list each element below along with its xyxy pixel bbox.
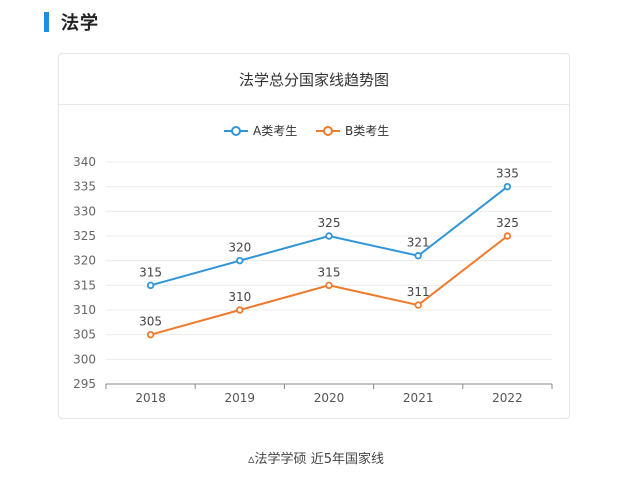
x-tick-label: 2020 [314,391,345,405]
legend-label[interactable]: B类考生 [345,124,389,138]
section-title: 法学 [61,13,99,34]
data-label: 315 [139,265,162,279]
x-tick-label: 2021 [403,391,434,405]
y-tick-label: 320 [73,254,96,268]
data-point[interactable] [414,252,422,260]
data-label: 310 [228,290,251,304]
section-header: 法学 [44,10,99,34]
x-tick-label: 2022 [492,391,523,405]
data-label: 311 [407,285,430,299]
y-tick-label: 325 [73,229,96,243]
chart-title: 法学总分国家线趋势图 [238,70,389,89]
data-point[interactable] [236,306,244,314]
line-chart: 295 300 305 310 315 320 325 330 335 340 2018 2019 20… [73,124,553,405]
data-label: 335 [496,167,519,181]
y-tick-label: 305 [73,328,96,342]
data-label: 305 [139,315,162,329]
image-caption: ▵法学学硕 近5年国家线 [248,452,384,467]
chart-title-bar: 法学总分国家线趋势图 [59,54,569,105]
data-point[interactable] [325,281,333,290]
data-point[interactable] [325,232,333,240]
data-point[interactable] [503,232,512,240]
y-tick-label: 300 [73,352,96,366]
data-label: 315 [318,265,341,279]
data-point[interactable] [236,256,244,265]
data-point[interactable] [146,281,155,290]
chart-card: 法学总分国家线趋势图 295 300 305 310 315 320 325 330 335 34… [58,53,570,419]
section-accent-bar [44,12,49,32]
y-tick-label: 335 [73,180,96,194]
y-tick-label: 330 [73,204,96,218]
y-tick-label: 295 [73,377,96,391]
data-point[interactable] [414,301,422,309]
data-label: 325 [496,216,519,230]
data-point[interactable] [146,330,155,339]
x-tick-label: 2019 [225,391,256,405]
y-tick-label: 315 [73,278,96,292]
legend-label[interactable]: A类考生 [253,124,297,138]
data-label: 325 [318,216,341,230]
data-point[interactable] [503,182,512,191]
data-label: 320 [228,241,251,255]
legend-marker [231,126,241,136]
data-label: 321 [407,236,430,250]
y-tick-label: 310 [73,303,96,317]
x-tick-label: 2018 [135,391,166,405]
legend-marker [323,126,333,136]
y-tick-label: 340 [73,155,96,169]
